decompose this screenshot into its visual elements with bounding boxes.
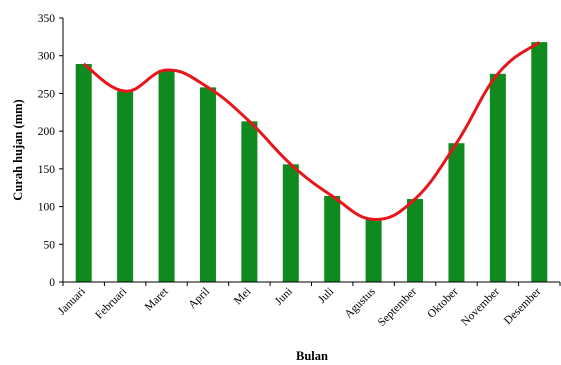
y-tick-label: 150 <box>38 164 56 176</box>
x-tick-label-mei: Mei <box>232 286 254 308</box>
bar-april <box>199 87 216 282</box>
x-tick-label-februari: Februari <box>93 286 129 322</box>
bar-september <box>407 199 424 282</box>
x-tick-label-juli: Juli <box>316 286 336 306</box>
bar-februari <box>117 91 134 282</box>
y-tick-label: 350 <box>38 13 56 25</box>
x-tick-label-desember: Desember <box>502 286 544 328</box>
x-tick-label-januari: Januari <box>56 286 88 318</box>
bar-januari <box>75 64 92 282</box>
bar-juli <box>324 196 341 282</box>
axes-group <box>59 17 561 286</box>
x-tick-label-november: November <box>459 286 502 329</box>
trend-line <box>82 40 541 221</box>
y-axis-title: Curah hujan (mm) <box>11 99 25 200</box>
x-axis-title: Bulan <box>296 349 328 363</box>
x-tick-label-oktober: Oktober <box>425 286 460 321</box>
bar-oktober <box>448 143 465 282</box>
y-tick-label: 100 <box>38 202 56 214</box>
bars-group <box>75 42 548 283</box>
bar-mei <box>241 121 258 282</box>
x-tick-label-april: April <box>186 286 212 312</box>
x-tick-label-maret: Maret <box>143 285 171 313</box>
y-tick-label: 250 <box>38 88 56 100</box>
bar-desember <box>531 42 548 282</box>
x-tick-label-juni: Juni <box>273 286 295 308</box>
bar-agustus <box>365 219 382 282</box>
y-tick-label: 0 <box>49 277 55 289</box>
y-tick-label: 50 <box>44 239 56 251</box>
y-tick-label: 200 <box>38 126 56 138</box>
bar-maret <box>158 70 175 282</box>
trend-line-group <box>82 40 541 221</box>
bar-november <box>489 73 506 283</box>
x-tick-label-september: September <box>376 286 419 329</box>
x-tick-label-agustus: Agustus <box>343 285 379 321</box>
y-tick-label: 300 <box>38 51 56 63</box>
bar-juni <box>282 164 299 282</box>
